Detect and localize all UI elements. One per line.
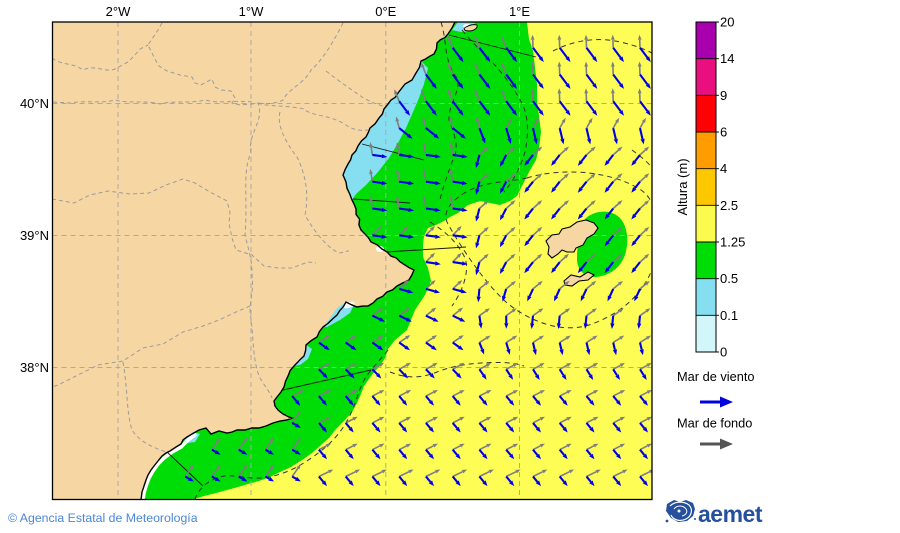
svg-text:Mar de viento: Mar de viento [677,369,755,384]
svg-text:© Agencia Estatal de Meteorolo: © Agencia Estatal de Meteorología [8,511,198,525]
svg-text:Altura (m): Altura (m) [675,158,690,215]
svg-text:0.5: 0.5 [720,271,738,286]
svg-text:4: 4 [720,161,727,176]
svg-text:0°E: 0°E [375,4,396,19]
svg-text:39°N: 39°N [20,228,49,243]
svg-text:20: 20 [720,15,734,30]
svg-text:1°W: 1°W [239,4,264,19]
svg-text:38°N: 38°N [20,360,49,375]
svg-text:1°E: 1°E [509,4,530,19]
svg-text:2°W: 2°W [106,4,131,19]
svg-text:14: 14 [720,51,734,66]
svg-text:9: 9 [720,88,727,103]
svg-text:1.25: 1.25 [720,235,745,250]
svg-text:Mar de fondo: Mar de fondo [677,416,752,431]
svg-text:40°N: 40°N [20,96,49,111]
svg-text:0: 0 [720,345,727,360]
svg-text:aemet: aemet [698,501,763,527]
svg-text:0.1: 0.1 [720,308,738,323]
svg-text:2.5: 2.5 [720,198,738,213]
svg-text:6: 6 [720,125,727,140]
